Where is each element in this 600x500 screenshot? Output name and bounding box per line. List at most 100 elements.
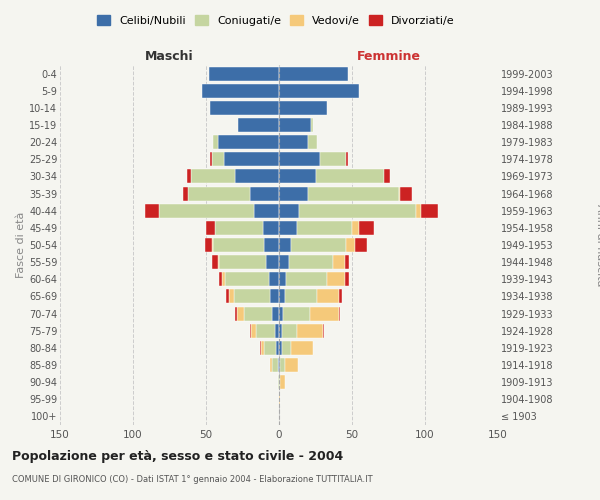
Bar	[278, 358, 279, 372]
Bar	[279, 238, 290, 252]
Text: Femmine: Femmine	[356, 50, 421, 64]
Bar	[187, 170, 191, 183]
Y-axis label: Anni di nascita: Anni di nascita	[595, 204, 600, 286]
Bar	[355, 238, 367, 252]
Bar	[316, 170, 384, 183]
Bar	[384, 170, 390, 183]
Bar	[279, 84, 359, 98]
Bar	[224, 152, 279, 166]
Bar	[234, 290, 270, 304]
Bar	[308, 135, 317, 149]
Bar	[263, 221, 279, 235]
Bar	[265, 341, 276, 355]
Bar	[416, 204, 421, 218]
Bar	[182, 186, 188, 200]
Bar	[212, 255, 218, 269]
Text: Popolazione per età, sesso e stato civile - 2004: Popolazione per età, sesso e stato civil…	[12, 450, 343, 463]
Bar	[262, 341, 265, 355]
Bar	[209, 66, 279, 80]
Bar	[344, 272, 349, 286]
Bar	[296, 324, 323, 338]
Y-axis label: Fasce di età: Fasce di età	[16, 212, 26, 278]
Bar	[244, 306, 272, 320]
Bar	[344, 255, 349, 269]
Bar	[206, 221, 215, 235]
Bar	[238, 118, 279, 132]
Bar	[279, 306, 283, 320]
Bar	[352, 221, 359, 235]
Bar	[279, 101, 327, 115]
Bar	[333, 255, 344, 269]
Bar	[279, 358, 280, 372]
Bar	[279, 392, 280, 406]
Bar	[250, 186, 279, 200]
Bar	[211, 152, 212, 166]
Bar	[279, 118, 311, 132]
Bar	[286, 272, 327, 286]
Bar	[251, 324, 256, 338]
Bar	[279, 272, 286, 286]
Bar	[323, 324, 324, 338]
Bar	[279, 221, 296, 235]
Bar	[279, 324, 282, 338]
Legend: Celibi/Nubili, Coniugati/e, Vedovi/e, Divorziati/e: Celibi/Nubili, Coniugati/e, Vedovi/e, Di…	[93, 10, 459, 30]
Bar	[235, 306, 236, 320]
Bar	[279, 341, 282, 355]
Bar	[212, 238, 214, 252]
Bar	[260, 341, 262, 355]
Bar	[279, 66, 347, 80]
Bar	[339, 306, 340, 320]
Bar	[421, 204, 438, 218]
Bar	[236, 306, 244, 320]
Bar	[317, 290, 339, 304]
Bar	[285, 358, 298, 372]
Bar	[308, 186, 399, 200]
Bar	[215, 221, 263, 235]
Bar	[339, 290, 342, 304]
Bar	[279, 204, 299, 218]
Bar	[282, 324, 296, 338]
Text: COMUNE DI GIRONICO (CO) - Dati ISTAT 1° gennaio 2004 - Elaborazione TUTTITALIA.I: COMUNE DI GIRONICO (CO) - Dati ISTAT 1° …	[12, 475, 373, 484]
Bar	[266, 255, 279, 269]
Bar	[311, 118, 313, 132]
Bar	[191, 170, 235, 183]
Bar	[283, 306, 310, 320]
Bar	[250, 324, 251, 338]
Bar	[279, 152, 320, 166]
Bar	[145, 204, 159, 218]
Bar	[270, 290, 279, 304]
Bar	[229, 290, 234, 304]
Bar	[269, 272, 279, 286]
Bar	[346, 152, 347, 166]
Bar	[254, 204, 279, 218]
Bar	[202, 84, 279, 98]
Bar	[290, 238, 346, 252]
Bar	[279, 290, 285, 304]
Bar	[276, 341, 279, 355]
Bar	[289, 255, 333, 269]
Bar	[399, 186, 400, 200]
Bar	[299, 204, 416, 218]
Bar	[265, 238, 279, 252]
Bar	[279, 375, 280, 389]
Bar	[272, 358, 278, 372]
Bar	[225, 272, 269, 286]
Bar	[272, 306, 279, 320]
Bar	[226, 290, 229, 304]
Bar	[279, 170, 316, 183]
Bar	[320, 152, 346, 166]
Bar	[218, 255, 219, 269]
Bar	[219, 255, 266, 269]
Bar	[290, 341, 313, 355]
Bar	[188, 186, 250, 200]
Bar	[279, 135, 308, 149]
Bar	[235, 170, 279, 183]
Bar	[211, 101, 279, 115]
Bar	[278, 375, 279, 389]
Bar	[222, 272, 225, 286]
Bar	[282, 341, 290, 355]
Bar	[280, 358, 285, 372]
Bar	[359, 221, 374, 235]
Bar	[346, 238, 355, 252]
Bar	[327, 272, 344, 286]
